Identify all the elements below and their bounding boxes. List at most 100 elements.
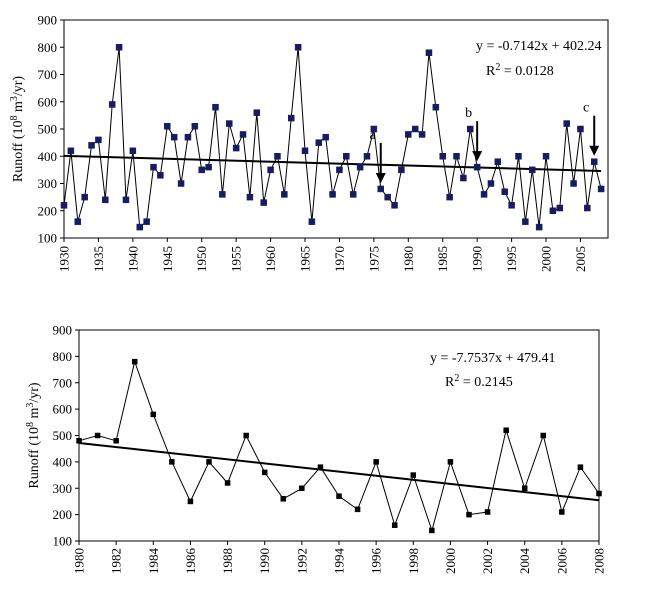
data-point xyxy=(308,218,316,225)
x-tick-label: 1965 xyxy=(298,246,313,272)
y-tick-label: 700 xyxy=(53,375,73,390)
y-axis-label: Runoff (108 m3/yr) xyxy=(25,382,42,489)
data-point xyxy=(205,163,212,171)
y-tick-label: 300 xyxy=(53,481,73,496)
trendline xyxy=(78,441,600,502)
data-point xyxy=(354,506,361,513)
data-point xyxy=(522,218,529,225)
data-point xyxy=(467,125,474,133)
data-point xyxy=(494,158,502,165)
data-point xyxy=(184,133,192,141)
x-tick-label: 2000 xyxy=(443,548,458,574)
x-tick-label: 1990 xyxy=(257,548,272,574)
data-point xyxy=(501,188,508,195)
x-tick-label: 1984 xyxy=(146,548,161,575)
data-point xyxy=(425,49,433,56)
data-point xyxy=(274,153,281,160)
x-tick-label: 1940 xyxy=(125,246,140,272)
x-tick-label: 1990 xyxy=(470,246,485,272)
y-tick-label: 400 xyxy=(38,149,58,164)
data-point xyxy=(76,438,82,444)
data-point xyxy=(260,199,267,206)
series-line xyxy=(78,359,600,533)
x-tick-label: 2002 xyxy=(480,548,495,574)
data-point xyxy=(143,218,150,225)
y-tick-label: 600 xyxy=(38,94,58,109)
data-point xyxy=(212,103,219,111)
data-point xyxy=(129,147,137,155)
data-point xyxy=(329,191,336,198)
data-point xyxy=(596,490,602,497)
data-point xyxy=(224,480,231,486)
annotation-arrow-head xyxy=(375,172,386,183)
data-point xyxy=(301,147,309,155)
data-point xyxy=(322,133,329,141)
data-point xyxy=(521,485,528,491)
data-point xyxy=(191,123,199,130)
data-point xyxy=(239,131,247,138)
data-point xyxy=(590,158,598,165)
data-point xyxy=(169,459,175,465)
data-point xyxy=(549,207,557,214)
data-point xyxy=(542,153,550,160)
data-point xyxy=(515,153,522,160)
data-point xyxy=(466,511,472,518)
y-tick-label: 100 xyxy=(38,231,58,246)
y-tick-label: 900 xyxy=(38,13,58,28)
data-point xyxy=(597,185,605,193)
data-point xyxy=(484,509,491,515)
data-point xyxy=(102,196,109,204)
data-point xyxy=(287,114,295,122)
data-point xyxy=(88,142,95,149)
x-tick-label: 1985 xyxy=(435,246,450,272)
data-point xyxy=(418,131,426,138)
data-point xyxy=(60,202,68,209)
y-tick-label: 200 xyxy=(38,203,58,218)
x-tick-label: 1996 xyxy=(369,548,384,575)
r-squared: R2 = 0.0128 xyxy=(486,62,554,79)
data-point xyxy=(447,459,454,465)
data-point xyxy=(336,166,343,174)
data-point xyxy=(410,472,417,478)
x-tick-label: 1950 xyxy=(194,246,209,272)
annotation-label: c xyxy=(583,101,589,116)
data-point xyxy=(508,202,515,209)
y-tick-label: 400 xyxy=(53,454,73,469)
data-point xyxy=(131,358,138,365)
data-point xyxy=(136,223,143,231)
data-point xyxy=(336,493,342,499)
x-tick-label: 1992 xyxy=(294,548,309,574)
annotation-label: a xyxy=(370,128,377,143)
data-point xyxy=(563,120,570,127)
data-point xyxy=(432,103,440,111)
data-point xyxy=(439,153,446,160)
data-point xyxy=(261,469,268,476)
x-tick-label: 1930 xyxy=(57,246,72,272)
data-point xyxy=(559,509,565,515)
y-tick-label: 700 xyxy=(38,67,58,82)
data-point xyxy=(113,438,119,444)
trend-equation: y = -7.7537x + 479.41 xyxy=(430,351,555,366)
chart-1980-2008: 100 200 300 400 500 600 700 800 900 1980 1982 1984 1… xyxy=(25,323,607,575)
data-point xyxy=(74,218,82,225)
data-point xyxy=(170,133,178,141)
data-point xyxy=(370,125,378,133)
y-tick-label: 500 xyxy=(38,122,58,137)
data-point xyxy=(343,153,350,160)
x-tick-label: 1955 xyxy=(229,246,244,272)
data-point xyxy=(267,166,274,174)
data-point xyxy=(232,144,240,152)
data-point xyxy=(356,163,364,171)
data-point xyxy=(503,427,509,433)
data-point xyxy=(446,193,453,201)
data-point xyxy=(281,191,288,198)
data-point xyxy=(115,44,123,51)
data-point xyxy=(391,202,398,209)
y-tick-label: 100 xyxy=(53,534,73,549)
x-tick-label: 1975 xyxy=(366,246,381,272)
x-tick-label: 1986 xyxy=(183,548,198,575)
data-point xyxy=(198,166,205,174)
x-tick-label: 1994 xyxy=(332,548,347,575)
data-point xyxy=(187,498,194,505)
